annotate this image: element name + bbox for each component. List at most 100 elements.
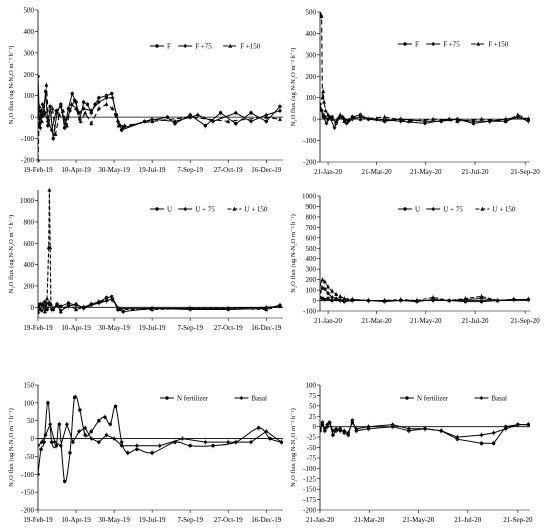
data-point <box>264 307 269 312</box>
data-point <box>38 472 40 476</box>
data-point <box>51 307 56 312</box>
data-point <box>47 188 52 192</box>
data-point <box>64 123 69 128</box>
data-point <box>74 106 79 111</box>
legend: N fertilizer Basal <box>160 395 267 403</box>
data-point <box>342 296 347 301</box>
chart-panel-4: -100 0 100 200 300 400 500 600 700 800 900 1000 21-J… <box>290 193 540 326</box>
x-tick-label: 19-Jul-19 <box>139 516 166 524</box>
data-point <box>54 108 59 113</box>
data-point <box>66 301 71 306</box>
data-point <box>406 426 411 431</box>
data-point <box>277 108 282 113</box>
data-point <box>327 420 332 425</box>
data-point <box>226 306 231 310</box>
data-point <box>491 430 496 435</box>
data-point <box>69 102 74 106</box>
data-point <box>112 436 117 441</box>
data-point <box>116 307 121 312</box>
data-point <box>515 422 520 427</box>
data-point <box>104 102 109 106</box>
data-point <box>48 422 53 427</box>
data-point <box>338 297 343 302</box>
data-point <box>322 99 327 104</box>
data-point <box>45 296 50 301</box>
x-tick-label: 7-Sep-19 <box>177 516 203 524</box>
y-tick-label: 100 <box>24 399 35 407</box>
data-point <box>126 451 130 455</box>
x-tick-label: 21-Sep-20 <box>511 168 541 176</box>
data-point <box>338 294 343 298</box>
x-tick-label: 16-Dec-19 <box>251 516 281 524</box>
data-point <box>57 422 62 426</box>
legend-label: U <box>167 206 172 214</box>
y-tick-label: -100 <box>303 308 316 316</box>
data-point <box>334 292 339 296</box>
data-point <box>423 121 427 126</box>
legend-marker <box>431 42 436 46</box>
y-tick-label: 600 <box>24 240 35 248</box>
data-point <box>431 116 436 121</box>
data-point <box>503 426 508 431</box>
x-tick-label: 21-Jan-20 <box>306 516 334 524</box>
y-tick-label: -75 <box>307 454 317 462</box>
y-tick-label: 0 <box>313 423 317 431</box>
chart-panel-5: -200 -150 -100 -50 0 50 100 150 19-Feb-19 10-Apr-… <box>8 382 283 524</box>
data-point <box>398 297 403 302</box>
data-point <box>382 298 387 303</box>
data-point <box>526 297 530 302</box>
data-point <box>218 111 223 115</box>
data-point <box>330 298 334 303</box>
data-point <box>46 301 51 306</box>
data-point <box>150 307 155 312</box>
data-point <box>115 119 120 124</box>
data-point <box>97 96 101 100</box>
x-tick-label: 21-May-20 <box>410 317 442 325</box>
y-tick-label: 50 <box>309 402 317 410</box>
data-point <box>188 444 192 448</box>
data-point <box>330 295 335 300</box>
data-point <box>325 422 330 427</box>
data-point <box>51 136 55 141</box>
data-point <box>39 119 44 124</box>
data-point <box>113 404 118 409</box>
data-point <box>278 104 282 109</box>
y-tick-label: 0 <box>31 435 35 443</box>
y-tick-label: 600 <box>306 234 317 242</box>
data-point <box>322 426 327 431</box>
y-tick-label: -25 <box>307 434 317 442</box>
y-tick-label: 300 <box>306 51 317 59</box>
data-point <box>53 132 58 136</box>
data-point <box>39 447 43 451</box>
data-point <box>83 110 88 115</box>
x-tick-label: 7-Sep-19 <box>177 166 203 174</box>
data-point <box>172 119 177 124</box>
data-point <box>103 415 107 419</box>
data-point <box>40 102 45 107</box>
data-point <box>188 114 193 119</box>
legend: U U + 75 U + 150 <box>398 206 516 214</box>
y-tick-label: 0 <box>31 304 35 312</box>
data-point <box>110 91 114 96</box>
data-point <box>479 433 484 437</box>
plot-area <box>320 276 530 305</box>
legend-marker <box>228 43 233 48</box>
data-point <box>320 422 325 427</box>
y-tick-label: -100 <box>303 465 316 473</box>
data-point <box>447 298 452 303</box>
data-point <box>74 307 79 312</box>
data-point <box>59 304 63 308</box>
data-point <box>42 440 46 444</box>
y-tick-label: 800 <box>24 219 35 227</box>
x-tick-label: 10-Apr-19 <box>61 324 91 332</box>
plot-area <box>38 73 282 162</box>
data-point <box>116 123 121 128</box>
x-tick-label: 21-Jan-20 <box>314 317 342 325</box>
y-tick-label: -50 <box>307 444 317 452</box>
x-tick-label: 21-Jul-20 <box>462 317 489 325</box>
data-point <box>526 422 530 427</box>
series-line-1 <box>38 76 281 139</box>
data-point <box>342 119 347 123</box>
data-point <box>62 479 67 484</box>
chart-panel-3: 0 200 400 600 800 1000 19-Feb-19 10-Apr-19 30-Ma… <box>8 188 283 332</box>
